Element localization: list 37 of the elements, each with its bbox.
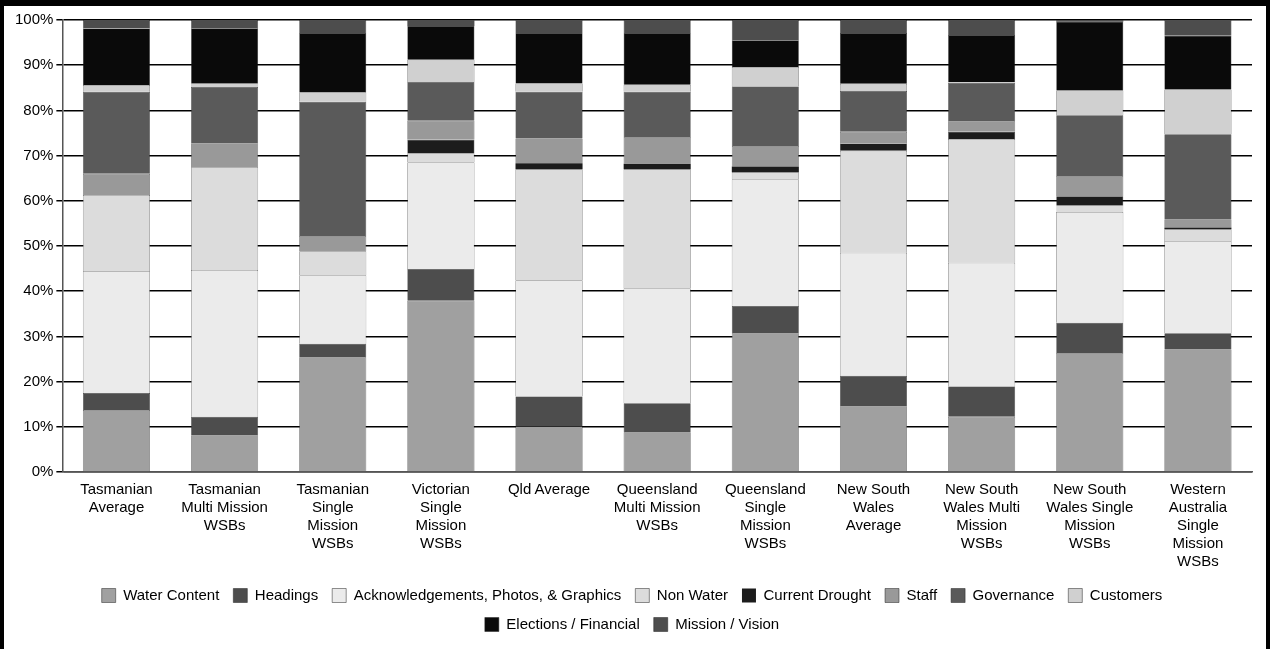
y-tick-label: 10% bbox=[23, 416, 54, 434]
legend-label: Mission / Vision bbox=[675, 614, 780, 632]
y-tick-label: 80% bbox=[23, 100, 54, 118]
legend-label: Headings bbox=[254, 585, 319, 603]
x-tick-label: Western Australia Single Mission WSBs bbox=[1168, 480, 1228, 570]
bar bbox=[515, 163, 583, 170]
y-tick-label: 70% bbox=[23, 145, 54, 163]
legend-label: Staff bbox=[906, 585, 938, 603]
y-tick-label: 90% bbox=[23, 55, 54, 73]
bar bbox=[623, 163, 691, 170]
y-tick-label: 20% bbox=[23, 371, 54, 389]
legend-label: Current Drought bbox=[763, 585, 872, 603]
y-tick-label: 100% bbox=[14, 10, 54, 28]
y-tick-label: 40% bbox=[23, 281, 54, 299]
y-tick-label: 30% bbox=[23, 326, 54, 344]
bar bbox=[191, 83, 259, 87]
x-tick-label: New South Wales Multi Mission WSBs bbox=[943, 480, 1021, 552]
legend-label: Non Water bbox=[656, 585, 728, 603]
x-tick-label: Tasmanian Average bbox=[80, 480, 153, 516]
bar bbox=[1056, 205, 1124, 213]
x-tick-label: Tasmanian Single Mission WSBs bbox=[296, 480, 370, 552]
x-tick-label: Qld Average bbox=[507, 480, 591, 498]
legend-label: Acknowledgements, Photos, & Graphics bbox=[353, 585, 622, 603]
y-tick-label: 50% bbox=[23, 236, 54, 254]
x-tick-label: Queensland Single Mission WSBs bbox=[724, 480, 806, 552]
x-tick-label: Queensland Multi Mission WSBs bbox=[613, 480, 701, 534]
x-tick-label: New South Wales Average bbox=[836, 480, 911, 534]
y-tick-label: 0% bbox=[31, 462, 54, 480]
x-tick-label: Victorian Single Mission WSBs bbox=[411, 480, 470, 552]
x-tick-label: New South Wales Single Mission WSBs bbox=[1046, 480, 1134, 552]
legend-label: Governance bbox=[972, 585, 1055, 603]
y-tick-label: 60% bbox=[23, 190, 54, 208]
legend-label: Elections / Financial bbox=[506, 614, 640, 632]
x-tick-label: Tasmanian Multi Mission WSBs bbox=[181, 480, 268, 534]
legend-label: Water Content bbox=[123, 585, 221, 603]
bar bbox=[731, 166, 799, 173]
legend-label: Customers bbox=[1089, 585, 1163, 603]
